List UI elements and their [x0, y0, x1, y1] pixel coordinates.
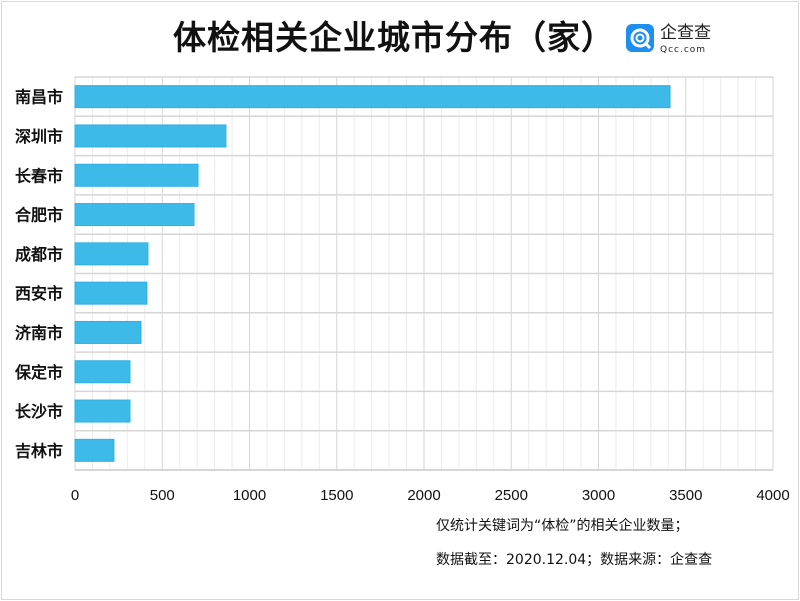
x-tick-label: 0 — [71, 487, 79, 504]
x-tick-label: 1500 — [320, 487, 353, 504]
bar — [74, 399, 131, 423]
bar — [74, 203, 195, 227]
bar — [74, 320, 142, 344]
note-source: 数据截至：2020.12.04；数据来源：企查查 — [436, 552, 713, 568]
bar — [74, 281, 148, 305]
x-tick-label: 4000 — [756, 487, 789, 504]
category-label: 成都市 — [15, 245, 63, 264]
x-tick-label: 2000 — [407, 487, 440, 504]
x-tick-label: 3500 — [669, 487, 702, 504]
logo-domain: Qcc.com — [660, 45, 707, 55]
bar — [74, 85, 671, 109]
qcc-logo-icon — [626, 24, 654, 52]
bar — [74, 163, 199, 187]
x-tick-label: 500 — [150, 487, 175, 504]
category-label: 长春市 — [15, 166, 63, 185]
bar — [74, 124, 227, 148]
category-label: 保定市 — [14, 363, 63, 382]
category-label: 西安市 — [15, 284, 63, 303]
x-tick-label: 2500 — [495, 487, 528, 504]
logo-text: 企查查 — [660, 23, 711, 43]
note-scope: 仅统计关键词为“体检”的相关企业数量； — [436, 518, 689, 534]
x-tick-label: 3000 — [582, 487, 615, 504]
category-label: 济南市 — [15, 323, 63, 342]
category-label: 合肥市 — [15, 206, 63, 225]
bar — [74, 242, 149, 266]
category-label: 长沙市 — [15, 402, 63, 421]
x-tick-label: 1000 — [233, 487, 266, 504]
chart-title: 体检相关企业城市分布（家） — [173, 18, 615, 57]
bar — [74, 438, 115, 462]
category-label: 深圳市 — [15, 127, 63, 146]
category-label: 南昌市 — [15, 88, 63, 107]
bar — [74, 360, 131, 384]
category-label: 吉林市 — [15, 441, 63, 460]
